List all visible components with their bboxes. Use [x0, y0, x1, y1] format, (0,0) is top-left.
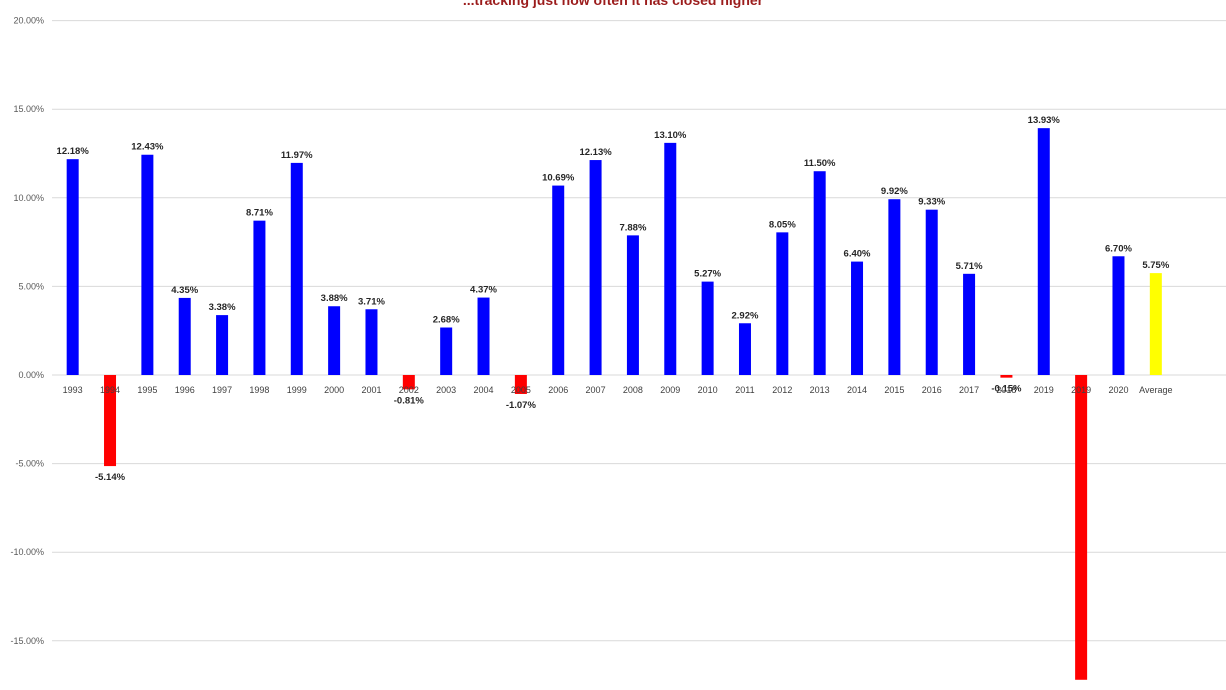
y-tick-label: -10.00%: [10, 547, 44, 557]
data-label: 5.71%: [956, 261, 983, 272]
bar: [402, 375, 415, 390]
x-category-label: 2018: [996, 385, 1016, 395]
data-label: 12.43%: [131, 142, 164, 153]
x-category-label: 1996: [175, 385, 195, 395]
bar: [1075, 375, 1088, 680]
data-label: 2.92%: [732, 310, 759, 321]
data-label: 3.71%: [358, 296, 385, 307]
x-category-label: 2007: [586, 385, 606, 395]
y-tick-label: 20.00%: [13, 16, 44, 26]
y-tick-label: 10.00%: [13, 193, 44, 203]
x-category-label: 1993: [63, 385, 83, 395]
data-label: 9.33%: [918, 197, 945, 208]
bar: [925, 209, 938, 375]
x-category-label: 2019: [1034, 385, 1054, 395]
bar: [701, 281, 714, 375]
y-tick-label: 0.00%: [18, 370, 44, 380]
bar: [178, 297, 191, 375]
x-category-label: 2016: [922, 385, 942, 395]
bar: [253, 220, 266, 375]
x-category-label: 1998: [249, 385, 269, 395]
data-label: -1.07%: [506, 400, 537, 411]
x-category-label: 2015: [884, 385, 904, 395]
y-tick-label: 15.00%: [13, 104, 44, 114]
x-category-label: 2004: [474, 385, 494, 395]
x-category-label: 1995: [137, 385, 157, 395]
data-label: -0.15%: [991, 384, 1022, 395]
bar: [813, 171, 826, 375]
data-label: 8.05%: [769, 219, 796, 230]
data-label: 11.50%: [804, 158, 836, 169]
x-category-label: 2020: [1108, 385, 1128, 395]
x-category-label: 2006: [548, 385, 568, 395]
bar: [1149, 273, 1162, 375]
bar: [216, 315, 229, 375]
data-label: -0.81%: [394, 395, 425, 406]
data-label: 5.27%: [694, 269, 721, 280]
bar: [552, 185, 565, 375]
data-label: 9.92%: [881, 186, 908, 197]
x-category-label: 2000: [324, 385, 344, 395]
data-label: 6.70%: [1105, 243, 1132, 254]
bar: [328, 306, 341, 375]
bar: [141, 154, 154, 375]
data-label: 10.69%: [542, 173, 575, 184]
y-tick-label: -5.00%: [15, 459, 44, 469]
bar: [1000, 375, 1013, 378]
x-category-label: 2001: [361, 385, 381, 395]
bar: [888, 199, 901, 375]
bar: [589, 160, 602, 375]
x-category-label: 2019: [1071, 385, 1091, 395]
data-label: 6.40%: [844, 249, 871, 260]
data-label: 12.18%: [57, 146, 90, 157]
x-category-label: 2005: [511, 385, 531, 395]
bar: [477, 297, 490, 375]
x-category-label: 2002: [399, 385, 419, 395]
x-category-label: 1997: [212, 385, 232, 395]
bar: [963, 273, 976, 375]
data-label: 7.88%: [619, 222, 646, 233]
data-label: 13.10%: [654, 130, 687, 141]
bar: [440, 327, 453, 375]
x-category-label: 2003: [436, 385, 456, 395]
data-label: 3.88%: [321, 293, 348, 304]
x-category-label: 2011: [735, 385, 754, 395]
data-label: 3.38%: [209, 302, 236, 313]
data-label: 11.97%: [281, 150, 313, 161]
bar: [738, 323, 751, 375]
data-label: 5.75%: [1142, 260, 1169, 271]
chart-title: ...tracking just how often it has closed…: [462, 0, 764, 8]
y-tick-label: 5.00%: [18, 281, 44, 291]
x-category-label: 2012: [772, 385, 792, 395]
bar: [664, 142, 677, 375]
data-label: 2.68%: [433, 315, 460, 326]
data-label: 13.93%: [1028, 115, 1061, 126]
x-category-label: 2009: [660, 385, 680, 395]
x-category-label: Average: [1139, 385, 1172, 395]
bar: [290, 162, 303, 375]
bar: [104, 375, 117, 467]
bar: [1112, 256, 1125, 375]
bar: [776, 232, 789, 375]
data-label: 8.71%: [246, 208, 273, 219]
y-tick-label: -15.00%: [10, 636, 44, 646]
x-category-label: 2014: [847, 385, 867, 395]
data-label: -5.14%: [95, 472, 126, 483]
bar: [66, 159, 79, 375]
x-category-label: 2013: [810, 385, 830, 395]
x-category-label: 1999: [287, 385, 307, 395]
data-label: 4.35%: [171, 285, 198, 296]
bar: [626, 235, 639, 375]
x-category-label: 1994: [100, 385, 120, 395]
data-label: 12.13%: [579, 147, 612, 158]
data-label: 4.37%: [470, 285, 497, 296]
bar: [1037, 128, 1050, 375]
x-category-label: 2010: [698, 385, 718, 395]
bar: [365, 309, 378, 375]
x-category-label: 2017: [959, 385, 979, 395]
bar: [514, 375, 527, 394]
bar: [851, 261, 864, 375]
x-category-label: 2008: [623, 385, 643, 395]
